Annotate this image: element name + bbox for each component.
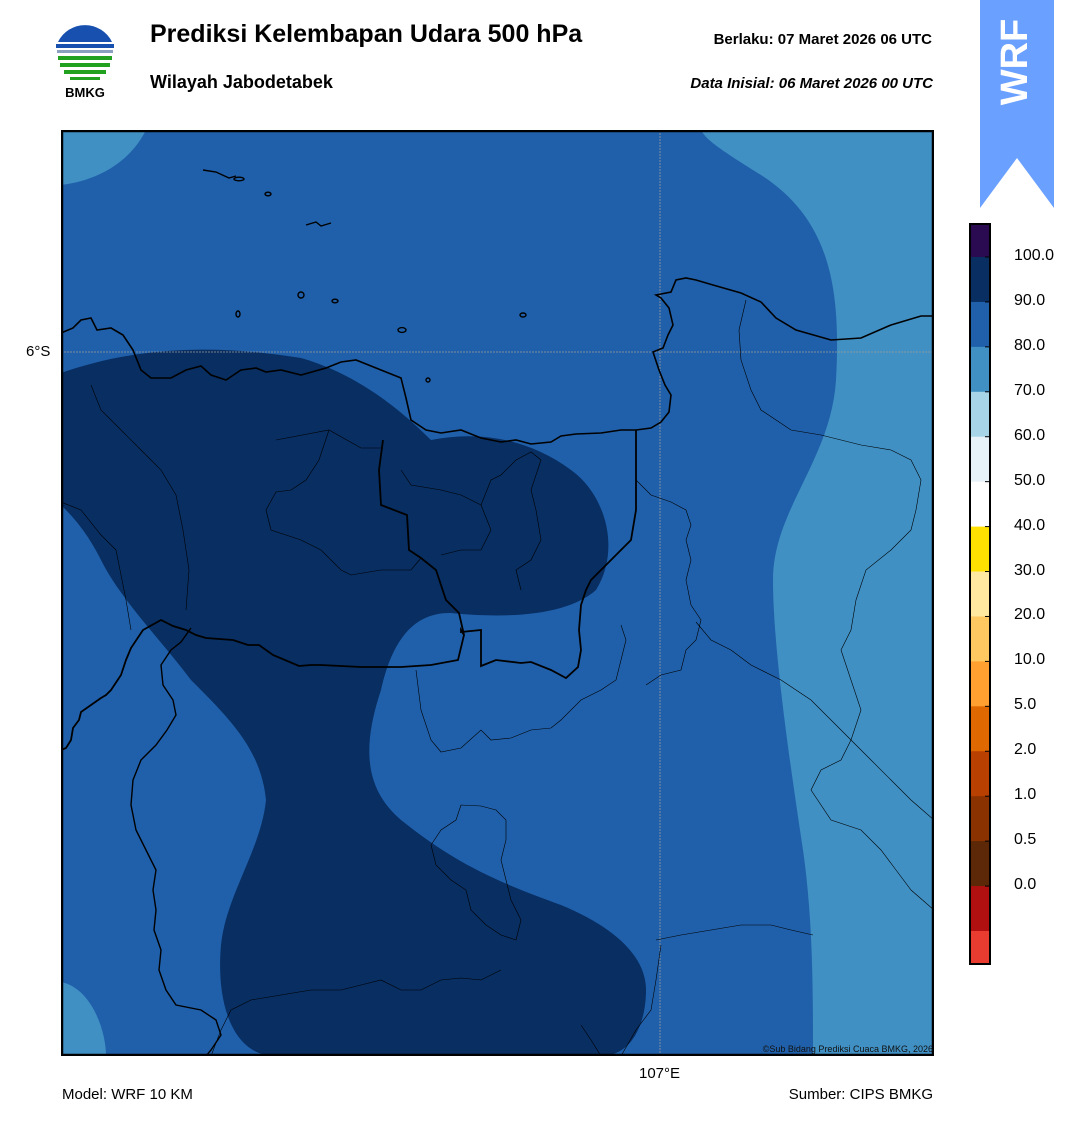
colorbar-label: 50.0 xyxy=(1014,471,1046,489)
colorbar-swatch xyxy=(969,796,991,842)
field-above-90-north xyxy=(61,349,646,1056)
islands xyxy=(202,169,527,383)
copyright-text: ©Sub Bidang Prediksi Cuaca BMKG, 2026 xyxy=(762,1044,933,1054)
colorbar-label: 10.0 xyxy=(1014,651,1046,669)
colorbar-label: 100.0 xyxy=(1014,247,1055,264)
wrf-banner-text: WRF xyxy=(994,19,1036,106)
init-time: Data Inisial: 06 Maret 2026 00 UTC xyxy=(690,75,933,92)
colorbar-swatch xyxy=(969,931,991,965)
colorbar-swatch xyxy=(969,841,991,887)
district-lines xyxy=(61,299,934,1056)
lat-label: 6°S xyxy=(26,343,51,360)
valid-time: Berlaku: 07 Maret 2026 06 UTC xyxy=(713,31,932,48)
province-border xyxy=(61,439,465,751)
colorbar-swatch xyxy=(969,526,991,573)
colorbar-swatch xyxy=(969,257,991,303)
coastline xyxy=(61,277,934,445)
colorbar-swatch xyxy=(969,346,991,393)
colorbar-label: 0.0 xyxy=(1014,876,1037,894)
regency-border-west xyxy=(130,627,222,1056)
source-label: Sumber: CIPS BMKG xyxy=(788,1086,933,1103)
colorbar-label: 30.0 xyxy=(1014,561,1046,579)
colorbar-swatch xyxy=(969,616,991,662)
colorbar-label: 80.0 xyxy=(1014,336,1046,354)
field-70-80-sw xyxy=(61,982,106,1056)
colorbar-label: 1.0 xyxy=(1014,786,1037,804)
colorbar-swatch xyxy=(969,751,991,797)
logo-text: BMKG xyxy=(65,85,105,100)
colorbar-swatch xyxy=(969,223,991,258)
colorbar-label: 0.5 xyxy=(1014,831,1037,849)
colorbar-swatch xyxy=(969,886,991,932)
field-70-80-nw xyxy=(61,130,146,185)
map-frame xyxy=(61,130,934,1056)
colorbar-label: 5.0 xyxy=(1014,696,1037,714)
colorbar-label: 90.0 xyxy=(1014,291,1046,309)
colorbar-swatch xyxy=(969,571,991,617)
colorbar-swatch xyxy=(969,301,991,348)
map-subtitle: Wilayah Jabodetabek xyxy=(150,72,333,92)
bmkg-logo xyxy=(55,23,115,83)
field-70-80-east xyxy=(701,130,934,1056)
humidity-map xyxy=(61,130,934,1056)
province-border-east xyxy=(460,430,637,680)
map-title: Prediksi Kelembapan Udara 500 hPa xyxy=(150,20,583,48)
colorbar-label: 20.0 xyxy=(1014,606,1046,624)
colorbar-swatch xyxy=(969,391,991,438)
wrf-banner: WRF xyxy=(980,0,1054,208)
colorbar-frame xyxy=(969,223,991,965)
colorbar-swatch xyxy=(969,661,991,707)
colorbar-label: 2.0 xyxy=(1014,741,1037,759)
colorbar-swatch xyxy=(969,706,991,752)
colorbar xyxy=(969,223,991,965)
colorbar-label: 40.0 xyxy=(1014,516,1046,534)
colorbar-label: 60.0 xyxy=(1014,426,1046,444)
colorbar-swatch xyxy=(969,481,991,528)
colorbar-swatch xyxy=(969,436,991,483)
colorbar-label: 70.0 xyxy=(1014,381,1046,399)
model-label: Model: WRF 10 KM xyxy=(62,1086,193,1103)
lon-label: 107°E xyxy=(639,1065,681,1082)
